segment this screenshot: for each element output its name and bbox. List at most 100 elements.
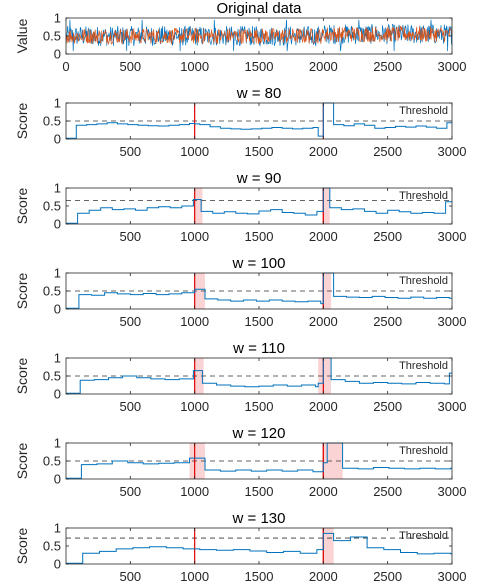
x-tick-label: 2500 [373, 229, 402, 244]
x-tick-label: 3000 [438, 569, 467, 584]
series-line-1 [65, 19, 453, 52]
y-tick-label: 0.5 [43, 284, 61, 299]
subplot-7: Threshold 500 1000 1500 2000 2500 3000 0 0.5 1 w =… [14, 510, 466, 584]
y-tick-label: 0.5 [43, 199, 61, 214]
y-tick-label: 0 [54, 47, 61, 62]
x-tick-label: 2000 [309, 59, 338, 74]
subplot-title: w = 90 [236, 170, 282, 187]
subplot-4: Threshold 500 1000 1500 2000 2500 3000 0 0.5 1 w =… [14, 255, 466, 329]
score-line [66, 532, 452, 564]
highlight-band [189, 443, 205, 479]
x-tick-label: 3000 [438, 59, 467, 74]
subplot-title: w = 130 [232, 510, 286, 527]
x-tick-label: 1000 [180, 314, 209, 329]
x-tick-label: 2500 [373, 484, 402, 499]
y-tick-label: 0 [54, 472, 61, 487]
y-tick-label: 1 [54, 351, 61, 366]
highlight-band [322, 273, 332, 309]
y-tick-label: 1 [54, 181, 61, 196]
x-tick-label: 500 [119, 569, 141, 584]
x-tick-label: 500 [119, 144, 141, 159]
x-tick-label: 2500 [373, 399, 402, 414]
x-tick-label: 1500 [245, 144, 274, 159]
x-tick-label: 3000 [438, 229, 467, 244]
x-tick-label: 0 [62, 59, 69, 74]
threshold-label: Threshold [399, 190, 448, 202]
x-tick-label: 2000 [309, 144, 338, 159]
subplot-5: Threshold 500 1000 1500 2000 2500 3000 0 0.5 1 w =… [14, 340, 466, 414]
y-tick-label: 0.5 [43, 29, 61, 44]
y-tick-label: 1 [54, 96, 61, 111]
subplot-title: w = 110 [232, 340, 285, 357]
x-tick-label: 500 [119, 229, 141, 244]
score-line [66, 102, 452, 139]
x-tick-label: 3000 [438, 399, 467, 414]
series-line-2 [65, 25, 453, 45]
x-tick-label: 3000 [438, 314, 467, 329]
y-tick-label: 1 [54, 436, 61, 451]
y-tick-label: 0.5 [43, 539, 61, 554]
score-line [66, 442, 452, 479]
x-tick-label: 2500 [373, 144, 402, 159]
subplot-title: Original data [216, 0, 302, 17]
threshold-label: Threshold [399, 105, 448, 117]
threshold-label: Threshold [399, 530, 448, 542]
x-tick-label: 1500 [245, 59, 274, 74]
score-line [66, 272, 452, 309]
x-tick-label: 2500 [373, 569, 402, 584]
subplot-3: Threshold 500 1000 1500 2000 2500 3000 0 0.5 1 w =… [14, 170, 466, 244]
highlight-band [322, 528, 334, 564]
threshold-label: Threshold [399, 445, 448, 457]
subplot-6: Threshold 500 1000 1500 2000 2500 3000 0 0.5 1 w =… [14, 425, 466, 499]
subplot-2: Threshold 500 1000 1500 2000 2500 3000 0 0.5 1 w =… [14, 85, 466, 159]
y-tick-label: 0 [54, 132, 61, 147]
y-axis-label: Score [14, 358, 30, 395]
x-tick-label: 1500 [245, 229, 274, 244]
x-tick-label: 3000 [438, 144, 467, 159]
y-tick-label: 1 [54, 521, 61, 536]
y-tick-label: 0 [54, 217, 61, 232]
y-tick-label: 0 [54, 557, 61, 572]
x-tick-label: 500 [119, 484, 141, 499]
threshold-label: Threshold [399, 275, 448, 287]
score-line [66, 187, 452, 224]
y-axis-label: Score [14, 528, 30, 565]
highlight-band [194, 358, 204, 394]
x-tick-label: 2000 [309, 484, 338, 499]
x-tick-label: 1000 [180, 59, 209, 74]
y-axis-label: Score [14, 443, 30, 480]
y-tick-label: 0.5 [43, 454, 61, 469]
x-tick-label: 1500 [245, 399, 274, 414]
x-tick-label: 1000 [180, 399, 209, 414]
x-tick-label: 1500 [245, 484, 274, 499]
y-axis-label: Score [14, 188, 30, 225]
x-tick-label: 1000 [180, 569, 209, 584]
threshold-label: Threshold [399, 360, 448, 372]
y-axis-label: Score [14, 103, 30, 140]
x-tick-label: 1000 [180, 484, 209, 499]
y-tick-label: 0 [54, 302, 61, 317]
x-tick-label: 1000 [180, 229, 209, 244]
y-tick-label: 1 [54, 11, 61, 26]
x-tick-label: 500 [119, 399, 141, 414]
x-tick-label: 2500 [373, 314, 402, 329]
x-tick-label: 2000 [309, 569, 338, 584]
x-tick-label: 1500 [245, 314, 274, 329]
score-line [66, 357, 452, 394]
y-tick-label: 0 [54, 387, 61, 402]
x-tick-label: 2000 [309, 314, 338, 329]
x-tick-label: 500 [119, 59, 141, 74]
plot-area [66, 528, 452, 564]
highlight-band [322, 188, 330, 224]
highlight-band [194, 273, 205, 309]
x-tick-label: 3000 [438, 484, 467, 499]
subplot-title: w = 100 [232, 255, 286, 272]
y-axis-label: Value [14, 18, 30, 53]
plot-area [66, 188, 452, 224]
highlight-band [194, 188, 203, 224]
x-tick-label: 1500 [245, 569, 274, 584]
y-axis-label: Score [14, 273, 30, 310]
